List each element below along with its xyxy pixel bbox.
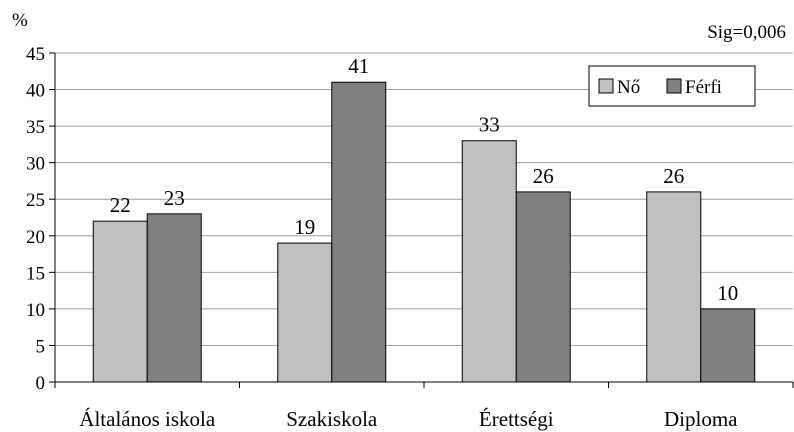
legend: Nő Férfi [588,65,756,107]
y-tick-label-5: 5 [36,336,46,357]
y-axis-unit: % [12,10,28,31]
bar-Nő-3 [646,191,702,383]
x-category-label-0: Általános iskola [79,407,216,431]
legend-label-1: Férfi [685,77,722,98]
x-category-label-2: Érettségi [479,407,554,431]
axes [49,52,794,388]
bar-Férfi-2 [515,191,571,383]
data-labels: 22 23 19 41 33 26 26 10 [110,54,739,305]
data-label-Férfi-2: 26 [533,164,554,188]
data-label-Nő-3: 26 [663,164,684,188]
data-label-Férfi-1: 41 [348,54,369,78]
y-tick-labels: 0 5 10 15 20 25 30 35 40 45 [26,44,45,394]
y-tick-label-15: 15 [26,263,45,284]
x-category-labels: Általános iskola Szakiskola Érettségi Diplo… [79,407,738,431]
y-tick-label-45: 45 [26,44,45,65]
data-label-Nő-0: 22 [110,193,131,217]
bar-Nő-0 [92,220,148,383]
y-tick-label-35: 35 [26,117,45,138]
y-tick-label-10: 10 [26,300,45,321]
bar-Férfi-1 [331,81,387,383]
legend-swatch-1 [666,78,682,94]
legend-label-0: Nő [617,77,640,98]
y-tick-label-40: 40 [26,81,45,102]
legend-swatch-0 [598,78,614,94]
data-label-Nő-2: 33 [479,113,500,137]
bar-Nő-2 [461,140,517,383]
data-label-Férfi-3: 10 [717,281,738,305]
y-tick-label-30: 30 [26,154,45,175]
bar-Férfi-0 [146,213,202,383]
y-tick-label-20: 20 [26,227,45,248]
data-label-Férfi-0: 23 [164,186,185,210]
x-category-label-3: Diploma [664,407,738,431]
y-tick-label-25: 25 [26,190,45,211]
bar-Nő-1 [277,242,333,383]
y-tick-label-0: 0 [36,373,46,394]
data-label-Nő-1: 19 [294,215,315,239]
significance-annotation: Sig=0,006 [707,22,786,43]
bars [92,81,756,383]
x-category-label-1: Szakiskola [286,407,378,431]
bar-Férfi-3 [700,308,756,383]
